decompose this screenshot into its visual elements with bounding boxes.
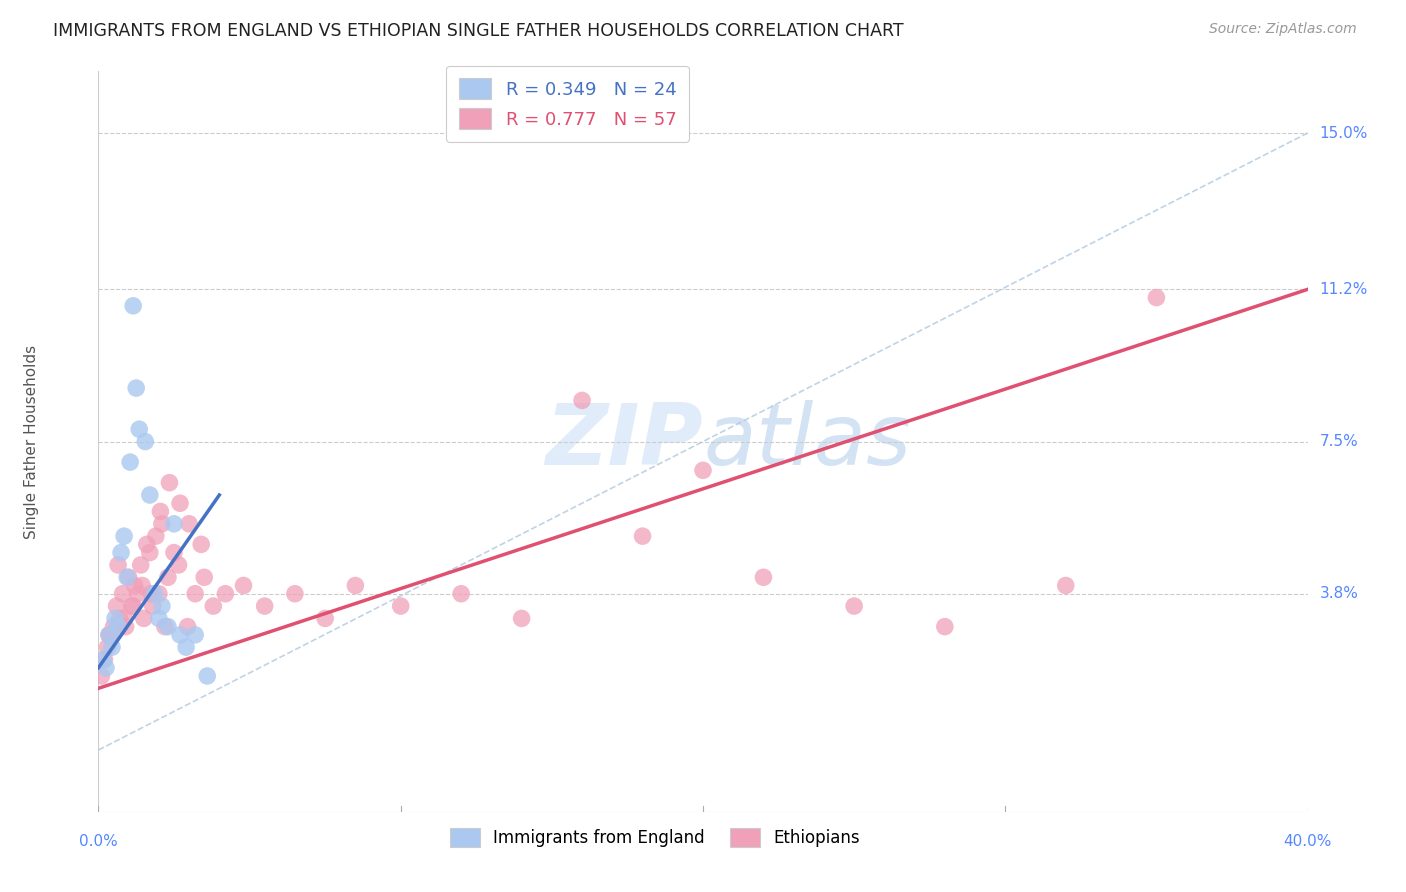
Point bbox=[110, 546, 132, 560]
Point bbox=[184, 587, 207, 601]
Point bbox=[143, 587, 166, 601]
Point bbox=[179, 516, 201, 531]
Point bbox=[128, 422, 150, 436]
Point bbox=[1054, 578, 1077, 592]
Point bbox=[125, 381, 148, 395]
Text: 15.0%: 15.0% bbox=[1320, 126, 1368, 141]
Point bbox=[163, 546, 186, 560]
Text: 3.8%: 3.8% bbox=[1320, 586, 1358, 601]
Point bbox=[118, 570, 141, 584]
Point bbox=[98, 628, 121, 642]
Point bbox=[389, 599, 412, 613]
Point bbox=[202, 599, 225, 613]
Text: 0.0%: 0.0% bbox=[79, 834, 118, 849]
Text: 40.0%: 40.0% bbox=[1284, 834, 1331, 849]
Point bbox=[510, 611, 533, 625]
Point bbox=[107, 620, 129, 634]
Point bbox=[150, 599, 173, 613]
Text: 11.2%: 11.2% bbox=[1320, 282, 1368, 297]
Point bbox=[149, 504, 172, 518]
Point bbox=[120, 455, 142, 469]
Point bbox=[159, 475, 181, 490]
Text: Single Father Households: Single Father Households bbox=[24, 344, 39, 539]
Point bbox=[692, 463, 714, 477]
Point bbox=[184, 628, 207, 642]
Point bbox=[153, 620, 176, 634]
Point bbox=[139, 488, 162, 502]
Text: IMMIGRANTS FROM ENGLAND VS ETHIOPIAN SINGLE FATHER HOUSEHOLDS CORRELATION CHART: IMMIGRANTS FROM ENGLAND VS ETHIOPIAN SIN… bbox=[53, 22, 904, 40]
Point bbox=[148, 611, 170, 625]
Point bbox=[163, 516, 186, 531]
Point bbox=[134, 434, 156, 449]
Point bbox=[108, 611, 131, 625]
Point bbox=[98, 628, 121, 642]
Point bbox=[253, 599, 276, 613]
Point bbox=[131, 578, 153, 592]
Point bbox=[135, 537, 157, 551]
Point bbox=[284, 587, 307, 601]
Point bbox=[142, 599, 165, 613]
Point bbox=[193, 570, 215, 584]
Point bbox=[91, 652, 114, 666]
Point bbox=[96, 640, 118, 655]
Point bbox=[90, 669, 112, 683]
Point bbox=[344, 578, 367, 592]
Text: ZIP: ZIP bbox=[546, 400, 703, 483]
Point bbox=[114, 620, 136, 634]
Point bbox=[752, 570, 775, 584]
Point bbox=[571, 393, 593, 408]
Point bbox=[190, 537, 212, 551]
Point bbox=[122, 599, 145, 613]
Legend: Immigrants from England, Ethiopians: Immigrants from England, Ethiopians bbox=[439, 816, 872, 859]
Point bbox=[450, 587, 472, 601]
Point bbox=[107, 558, 129, 572]
Point bbox=[314, 611, 336, 625]
Point bbox=[103, 620, 125, 634]
Point bbox=[105, 599, 128, 613]
Point bbox=[127, 587, 149, 601]
Point bbox=[169, 496, 191, 510]
Point bbox=[139, 546, 162, 560]
Point bbox=[169, 628, 191, 642]
Text: atlas: atlas bbox=[703, 400, 911, 483]
Point bbox=[111, 587, 134, 601]
Point bbox=[844, 599, 866, 613]
Point bbox=[156, 620, 179, 634]
Point bbox=[132, 611, 155, 625]
Point bbox=[156, 570, 179, 584]
Point bbox=[145, 529, 167, 543]
Point bbox=[631, 529, 654, 543]
Point bbox=[195, 669, 218, 683]
Point bbox=[112, 611, 135, 625]
Point bbox=[934, 620, 956, 634]
Point bbox=[174, 640, 197, 655]
Point bbox=[104, 611, 127, 625]
Point bbox=[176, 620, 198, 634]
Point bbox=[122, 299, 145, 313]
Point bbox=[94, 661, 117, 675]
Point bbox=[93, 652, 115, 666]
Point bbox=[124, 578, 146, 592]
Point bbox=[112, 529, 135, 543]
Text: Source: ZipAtlas.com: Source: ZipAtlas.com bbox=[1209, 22, 1357, 37]
Point bbox=[129, 558, 152, 572]
Point bbox=[1146, 291, 1168, 305]
Point bbox=[100, 628, 122, 642]
Point bbox=[167, 558, 190, 572]
Point bbox=[148, 587, 170, 601]
Point bbox=[121, 599, 143, 613]
Text: 7.5%: 7.5% bbox=[1320, 434, 1358, 449]
Point bbox=[214, 587, 236, 601]
Point bbox=[115, 570, 138, 584]
Point bbox=[150, 516, 173, 531]
Point bbox=[232, 578, 254, 592]
Point bbox=[141, 587, 163, 601]
Point bbox=[101, 640, 124, 655]
